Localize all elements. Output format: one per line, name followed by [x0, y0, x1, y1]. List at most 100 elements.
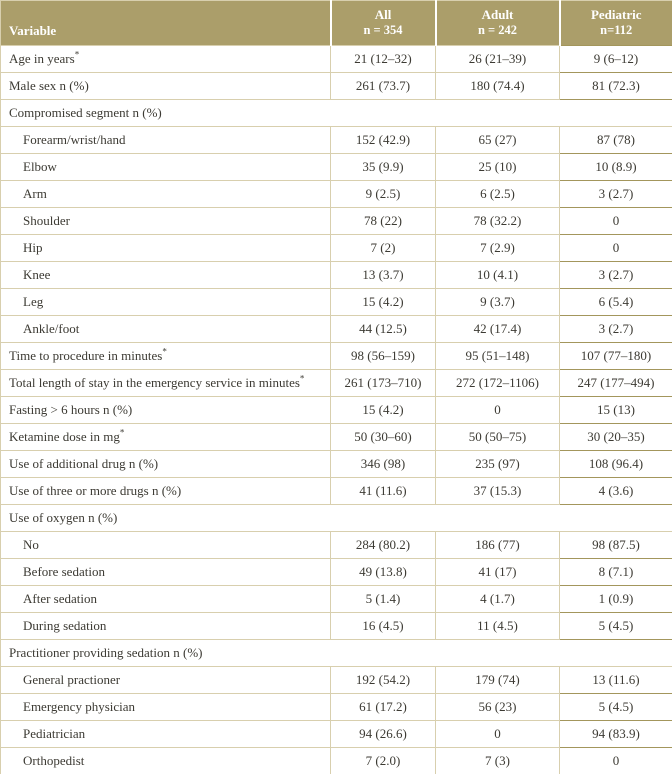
- cell-value: 247 (177–494): [559, 369, 672, 397]
- row-label-text: Use of additional drug n (%): [9, 456, 159, 471]
- row-label-text: Orthopedist: [23, 753, 85, 768]
- row-label-text: Male sex n (%): [9, 78, 89, 93]
- cell-value: 7 (3): [435, 747, 560, 774]
- cell-value: 61 (17.2): [330, 693, 436, 721]
- table-row: Hip 7 (2) 7 (2.9) 0: [0, 234, 672, 262]
- table-row: Orthopedist 7 (2.0) 7 (3) 0: [0, 747, 672, 774]
- cell-value: 81 (72.3): [559, 72, 672, 100]
- row-label: Use of additional drug n (%): [0, 450, 331, 478]
- cell-value: 235 (97): [435, 450, 560, 478]
- header-row: Variable All n = 354 Adult n = 242 Pedia…: [0, 0, 672, 46]
- cell-value: 41 (17): [435, 558, 560, 586]
- cell-value: 16 (4.5): [330, 612, 436, 640]
- cell-value: 3 (2.7): [559, 180, 672, 208]
- cell-value: 15 (4.2): [330, 288, 436, 316]
- header-sublabel: n = 242: [477, 23, 518, 38]
- cell-value: 4 (3.6): [559, 477, 672, 505]
- cell-value: 8 (7.1): [559, 558, 672, 586]
- row-label: Time to procedure in minutes*: [0, 342, 331, 370]
- cell-value: 26 (21–39): [435, 45, 560, 73]
- cell-value: 3 (2.7): [559, 261, 672, 289]
- row-label: Pediatrician: [0, 720, 331, 748]
- cell-value: 11 (4.5): [435, 612, 560, 640]
- row-label-text: Elbow: [23, 159, 57, 174]
- cell-value: 284 (80.2): [330, 531, 436, 559]
- row-label: During sedation: [0, 612, 331, 640]
- section-label: Practitioner providing sedation n (%): [0, 639, 672, 667]
- cell-value: 42 (17.4): [435, 315, 560, 343]
- row-label-text: Ankle/foot: [23, 321, 80, 336]
- header-cell-adult: Adult n = 242: [434, 0, 560, 46]
- row-label-text: Shoulder: [23, 213, 70, 228]
- cell-value: 9 (2.5): [330, 180, 436, 208]
- cell-value: 108 (96.4): [559, 450, 672, 478]
- table-row: No 284 (80.2) 186 (77) 98 (87.5): [0, 531, 672, 559]
- cell-value: 10 (4.1): [435, 261, 560, 289]
- cell-value: 346 (98): [330, 450, 436, 478]
- table-row: Before sedation 49 (13.8) 41 (17) 8 (7.1): [0, 558, 672, 586]
- table-row: Arm 9 (2.5) 6 (2.5) 3 (2.7): [0, 180, 672, 208]
- cell-value: 98 (87.5): [559, 531, 672, 559]
- row-label-text: General practioner: [23, 672, 121, 687]
- section-label: Use of oxygen n (%): [0, 504, 672, 532]
- row-label: Knee: [0, 261, 331, 289]
- row-label-text: Before sedation: [23, 564, 105, 579]
- cell-value: 179 (74): [435, 666, 560, 694]
- cell-value: 0: [435, 720, 560, 748]
- row-label: Elbow: [0, 153, 331, 181]
- cell-value: 0: [559, 234, 672, 262]
- cell-value: 94 (26.6): [330, 720, 436, 748]
- cell-value: 87 (78): [559, 126, 672, 154]
- table-row: Emergency physician 61 (17.2) 56 (23) 5 (4.…: [0, 693, 672, 721]
- cell-value: 25 (10): [435, 153, 560, 181]
- section-row: Use of oxygen n (%): [0, 504, 672, 532]
- footnote-asterisk: *: [299, 373, 305, 384]
- header-label: All: [374, 7, 392, 23]
- footnote-asterisk: *: [74, 49, 80, 60]
- row-label-text: Knee: [23, 267, 51, 282]
- cell-value: 0: [435, 396, 560, 424]
- table-row: Shoulder 78 (22) 78 (32.2) 0: [0, 207, 672, 235]
- row-label: General practioner: [0, 666, 331, 694]
- cell-value: 56 (23): [435, 693, 560, 721]
- footnote-asterisk: *: [162, 346, 167, 357]
- row-label: Total length of stay in the emergency se…: [0, 369, 331, 397]
- table-row: Use of additional drug n (%) 346 (98) 235 …: [0, 450, 672, 478]
- section-row: Compromised segment n (%): [0, 99, 672, 127]
- cell-value: 78 (32.2): [435, 207, 560, 235]
- table-row: Forearm/wrist/hand 152 (42.9) 65 (27) 87 (7…: [0, 126, 672, 154]
- row-label: After sedation: [0, 585, 331, 613]
- row-label-text: Emergency physician: [23, 699, 136, 714]
- row-label-text: Arm: [23, 186, 47, 201]
- cell-value: 5 (1.4): [330, 585, 436, 613]
- row-label: Ankle/foot: [0, 315, 331, 343]
- cell-value: 6 (2.5): [435, 180, 560, 208]
- table-row: Use of three or more drugs n (%) 41 (11.6…: [0, 477, 672, 505]
- row-label-text: Pediatrician: [23, 726, 86, 741]
- row-label: Orthopedist: [0, 747, 331, 774]
- row-label: Male sex n (%): [0, 72, 331, 100]
- cell-value: 78 (22): [330, 207, 436, 235]
- section-row: Practitioner providing sedation n (%): [0, 639, 672, 667]
- table-row: Ketamine dose in mg* 50 (30–60) 50 (50–75)…: [0, 423, 672, 451]
- cell-value: 5 (4.5): [559, 693, 672, 721]
- cell-value: 50 (50–75): [435, 423, 560, 451]
- row-label-text: Total length of stay in the emergency se…: [9, 375, 300, 390]
- cell-value: 4 (1.7): [435, 585, 560, 613]
- cell-value: 9 (3.7): [435, 288, 560, 316]
- cell-value: 261 (73.7): [330, 72, 436, 100]
- row-label-text: Ketamine dose in mg: [9, 429, 120, 444]
- table-row: Knee 13 (3.7) 10 (4.1) 3 (2.7): [0, 261, 672, 289]
- header-sublabel: n = 354: [363, 23, 403, 38]
- cell-value: 5 (4.5): [559, 612, 672, 640]
- header-label: Variable: [9, 22, 57, 38]
- row-label: Hip: [0, 234, 331, 262]
- table-row: After sedation 5 (1.4) 4 (1.7) 1 (0.9): [0, 585, 672, 613]
- cell-value: 1 (0.9): [559, 585, 672, 613]
- cell-value: 65 (27): [435, 126, 560, 154]
- cell-value: 6 (5.4): [559, 288, 672, 316]
- table-row: Elbow 35 (9.9) 25 (10) 10 (8.9): [0, 153, 672, 181]
- header-cell-variable: Variable: [0, 0, 331, 46]
